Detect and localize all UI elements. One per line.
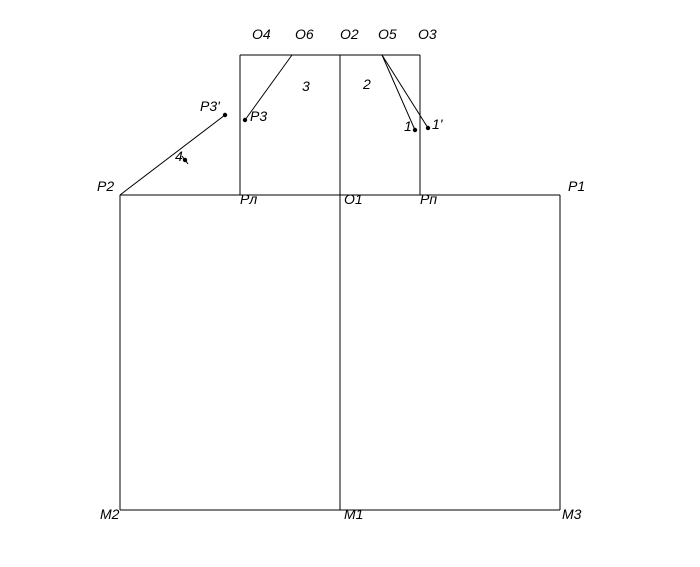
pattern-diagram: [0, 0, 700, 567]
label-lP3p: P3': [200, 98, 220, 114]
label-l1: 1: [404, 118, 412, 134]
label-O5: O5: [378, 26, 397, 42]
label-O1: O1: [344, 191, 363, 207]
label-l4: 4: [175, 148, 183, 164]
label-O4: O4: [252, 26, 271, 42]
label-M1: M1: [344, 506, 363, 522]
point-dot: [223, 113, 227, 117]
point-dot: [243, 118, 247, 122]
point-dot: [413, 128, 417, 132]
label-l3: 3: [302, 78, 310, 94]
label-M2: M2: [100, 506, 119, 522]
label-O6: O6: [295, 26, 314, 42]
label-lP3: P3: [250, 108, 267, 124]
point-dot: [426, 126, 430, 130]
label-Pl: Pл: [240, 191, 257, 207]
diagram-line: [120, 115, 225, 195]
label-M3: M3: [562, 506, 581, 522]
label-O2: O2: [340, 26, 359, 42]
label-P1: P1: [568, 178, 585, 194]
label-O3: O3: [418, 26, 437, 42]
label-P2: P2: [97, 178, 114, 194]
label-Pn: Pп: [420, 191, 437, 207]
point-dot: [183, 158, 187, 162]
label-l2: 2: [363, 76, 371, 92]
label-l1p: 1': [432, 116, 442, 132]
